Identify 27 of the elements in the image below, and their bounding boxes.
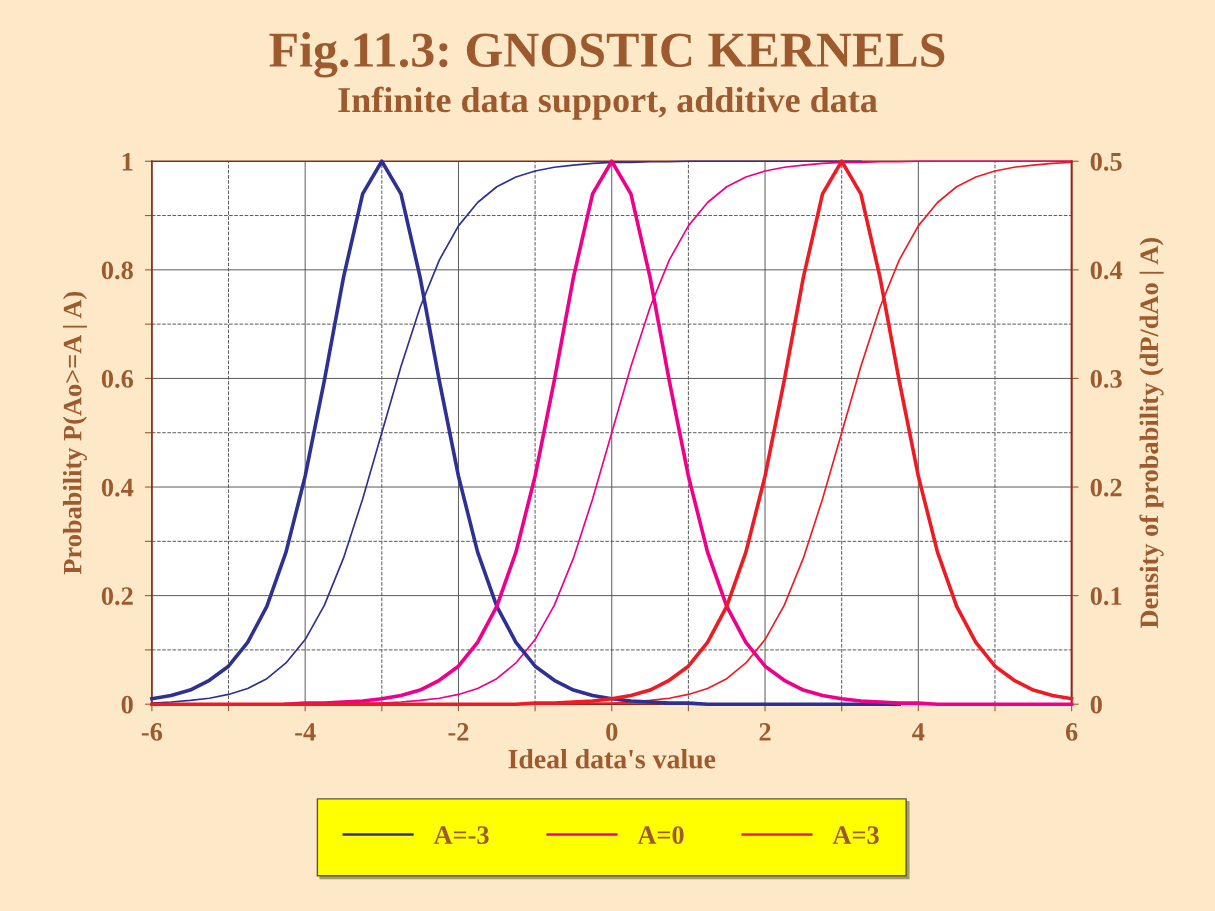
- x-tick-label: -2: [448, 723, 469, 741]
- y2-axis-title: Density of probability (dP/dAo | A): [1139, 238, 1164, 629]
- chart-subtitle: Infinite data support, additive data: [338, 86, 878, 120]
- x-tick-label: -6: [141, 723, 163, 741]
- chart-title: Fig.11.3: GNOSTIC KERNELS: [269, 31, 945, 78]
- y2-tick-label: 0.3: [1090, 370, 1122, 388]
- legend-label: A=-3: [433, 826, 489, 844]
- x-axis-title: Ideal data's value: [508, 748, 716, 769]
- legend-label: A=0: [637, 826, 684, 844]
- y2-tick-label: 0.1: [1090, 587, 1122, 606]
- x-tick-label: 2: [759, 723, 771, 741]
- y-tick-label: 0.2: [101, 587, 133, 606]
- x-tick-label: 0: [606, 723, 618, 741]
- y2-tick-label: 0: [1090, 695, 1102, 714]
- y-tick-label: 0.8: [101, 261, 133, 280]
- x-tick-label: 6: [1065, 723, 1078, 741]
- x-tick-label: -4: [295, 723, 316, 741]
- y-tick-label: 0.6: [101, 370, 134, 388]
- y-tick-label: 0.4: [101, 478, 134, 497]
- y2-tick-label: 0.5: [1090, 152, 1122, 171]
- y2-tick-label: 0.2: [1090, 478, 1122, 497]
- legend-label: A=3: [832, 826, 879, 844]
- y-tick-label: 1: [122, 152, 133, 171]
- y-tick-label: 0: [121, 695, 133, 714]
- x-tick-label: 4: [912, 723, 925, 741]
- y2-tick-label: 0.4: [1090, 261, 1123, 280]
- y-axis-title: Probability P(Ao>=A | A): [62, 291, 87, 575]
